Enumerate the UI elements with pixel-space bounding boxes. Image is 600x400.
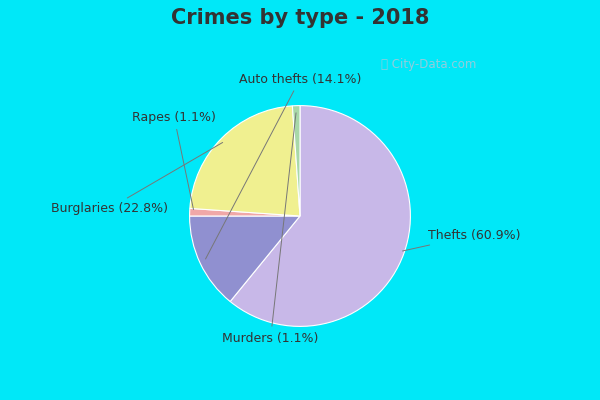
Wedge shape xyxy=(190,208,300,216)
Wedge shape xyxy=(190,106,300,216)
Text: Burglaries (22.8%): Burglaries (22.8%) xyxy=(50,142,223,215)
Text: ⓘ City-Data.com: ⓘ City-Data.com xyxy=(381,58,476,71)
Text: Rapes (1.1%): Rapes (1.1%) xyxy=(132,111,216,210)
Wedge shape xyxy=(230,106,410,326)
Wedge shape xyxy=(292,106,300,216)
Text: Auto thefts (14.1%): Auto thefts (14.1%) xyxy=(206,73,361,259)
Text: Crimes by type - 2018: Crimes by type - 2018 xyxy=(171,8,429,28)
Text: Thefts (60.9%): Thefts (60.9%) xyxy=(403,229,521,251)
Text: Murders (1.1%): Murders (1.1%) xyxy=(223,113,319,345)
Wedge shape xyxy=(190,216,300,302)
